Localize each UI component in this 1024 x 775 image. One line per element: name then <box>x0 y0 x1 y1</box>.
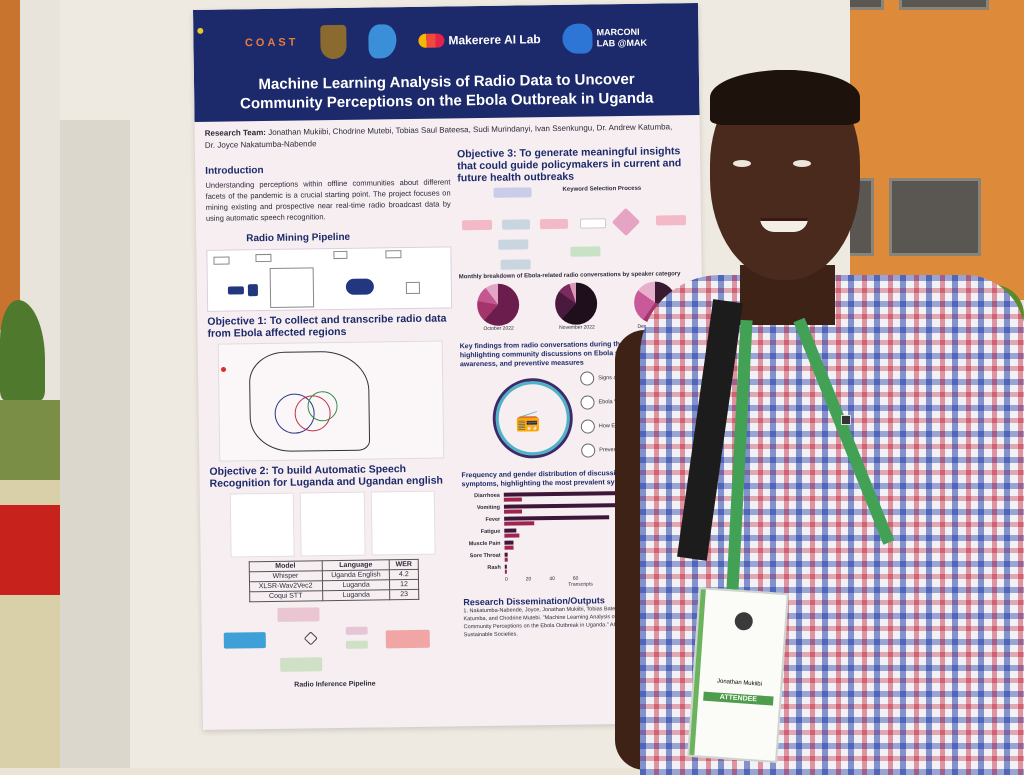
introduction-heading: Introduction <box>205 165 264 177</box>
pipeline-heading: Radio Mining Pipeline <box>246 231 351 245</box>
x-axis-ticks: 0 20 40 60 <box>504 575 579 583</box>
bar <box>504 557 508 562</box>
presenter: Jonathan Mukiibi ATTENDEE <box>615 70 1024 775</box>
diagram-box <box>255 253 272 263</box>
diagram-node <box>227 286 244 295</box>
crest-icon <box>320 24 347 60</box>
bar <box>504 515 610 521</box>
bar-row: Fatigue <box>481 528 520 538</box>
makerere-crest-logo <box>320 24 347 60</box>
africa-map-icon <box>368 24 397 59</box>
diagram-box <box>493 187 532 198</box>
head-icon <box>562 23 593 54</box>
poster-board-edge <box>60 120 130 768</box>
virus-icon <box>580 419 595 434</box>
diagram-box <box>213 256 230 265</box>
bar-row: Fever <box>485 515 610 526</box>
diagram-box <box>280 657 323 672</box>
bar <box>504 564 507 569</box>
bar-row: Muscle Pain <box>469 540 514 551</box>
smile <box>760 218 808 232</box>
conference-logo-icon <box>734 611 754 631</box>
diagram-box <box>269 267 315 308</box>
poster-left-column: Introduction Understanding perceptions w… <box>205 158 457 689</box>
bar <box>504 540 514 545</box>
decision-node <box>303 631 318 646</box>
introduction-text: Understanding perceptions within offline… <box>205 177 451 223</box>
africa-logo <box>368 24 397 59</box>
bar <box>504 509 523 514</box>
bar-row: Diarrhoea <box>474 491 621 503</box>
bar-row: Sore Throat <box>470 552 508 563</box>
pie-chart <box>555 282 598 325</box>
diagram-box <box>385 250 402 259</box>
bar <box>504 521 535 526</box>
diagram-box <box>223 632 266 649</box>
handwash-icon <box>581 443 596 458</box>
asr-figure <box>370 490 436 556</box>
bar <box>504 545 514 550</box>
badge-name: Jonathan Mukiibi <box>716 678 763 688</box>
diagram-box <box>570 246 601 257</box>
shirt-pin <box>841 415 851 425</box>
diagram-node <box>247 284 259 297</box>
diagram-box <box>579 218 607 229</box>
red-pin <box>221 367 226 372</box>
badge-role: ATTENDEE <box>703 691 774 706</box>
orange-building-right <box>834 0 1024 300</box>
name-badge: Jonathan Mukiibi ATTENDEE <box>687 587 789 763</box>
asr-architecture-figures <box>229 490 436 558</box>
vaccine-icon <box>580 395 595 410</box>
diagram-box <box>345 626 368 635</box>
asr-figure <box>229 492 295 558</box>
diagram-box <box>498 239 529 250</box>
logo-row: COAST Makerere AI Lab MARCONI LAB @MAK <box>203 11 689 70</box>
bar <box>504 569 507 574</box>
diagram-box <box>333 250 348 260</box>
radio-inference-pipeline-diagram <box>217 603 451 678</box>
diagram-box <box>277 607 320 622</box>
chart-box <box>405 281 420 295</box>
hair <box>710 70 860 125</box>
objective2-heading: Objective 2: To build Automatic Speech R… <box>209 463 444 490</box>
pie-november: November 2022 <box>555 282 598 331</box>
pie-chart <box>477 283 520 327</box>
diagram-box <box>539 218 569 230</box>
window <box>889 178 981 256</box>
eye <box>733 160 751 167</box>
window <box>899 0 989 10</box>
bar <box>503 491 621 497</box>
inference-caption: Radio Inference Pipeline <box>294 680 376 689</box>
bar <box>503 503 621 509</box>
diagram-box <box>500 259 531 270</box>
bar <box>503 497 522 502</box>
pushpin <box>197 27 204 34</box>
wer-table: Model Language WER Whisper Uganda Englis… <box>248 559 419 602</box>
diagram-box <box>385 629 430 649</box>
window <box>844 0 884 10</box>
coast-logo: COAST <box>244 36 299 50</box>
diagram-box <box>345 640 368 649</box>
radio-mining-pipeline-diagram <box>206 246 453 312</box>
diagram-box <box>461 219 493 231</box>
radio-icon: 📻 <box>515 410 541 433</box>
makerere-ai-lab-logo: Makerere AI Lab <box>418 32 541 48</box>
asr-figure <box>300 491 366 557</box>
eye <box>793 160 811 167</box>
symptoms-icon <box>580 371 595 386</box>
bar <box>504 528 517 533</box>
bar-row: Vomiting <box>477 503 621 515</box>
bar-row: Rash <box>487 564 507 575</box>
bar <box>504 552 508 557</box>
uganda-map <box>217 340 445 462</box>
cloud-node <box>345 278 374 295</box>
ai-lab-dots-icon <box>418 33 445 48</box>
marconi-lab-logo: MARCONI LAB @MAK <box>562 23 647 54</box>
pie-october: October 2022 <box>477 283 520 332</box>
table-row: Coqui STT Luganda 23 <box>249 589 419 602</box>
diagram-box <box>501 219 531 230</box>
objective1-heading: Objective 1: To collect and transcribe r… <box>207 312 447 340</box>
bar <box>504 533 520 538</box>
